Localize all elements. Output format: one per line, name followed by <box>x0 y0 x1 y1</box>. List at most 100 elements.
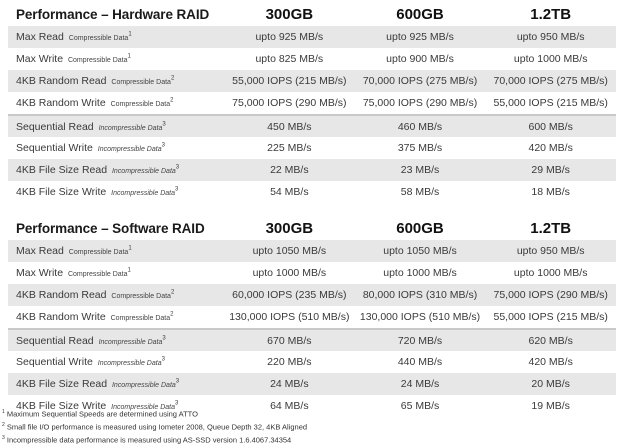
table-row: Sequential Read Incompressible Data3 670… <box>8 328 616 351</box>
column-header-600gb: 600GB <box>396 219 444 237</box>
table-row: Sequential Write Incompressible Data3 22… <box>8 351 616 373</box>
footnote-ref: 3 <box>162 121 166 127</box>
footnote-ref: 1 <box>127 53 131 60</box>
metric-name: 4KB Random Write <box>16 97 106 109</box>
row-label: 4KB Random Write Compressible Data2 <box>8 97 224 109</box>
row-label: 4KB Random Read Compressible Data2 <box>8 289 224 301</box>
footnotes: 1 Maximum Sequential Speeds are determin… <box>2 407 307 446</box>
footnote-ref: 3 <box>161 142 165 149</box>
footnote-ref: 2 <box>170 289 175 296</box>
footnote-ref: 3 <box>175 378 180 385</box>
cell-value: upto 925 MB/s <box>386 31 454 43</box>
metric-name: Sequential Read <box>16 334 94 347</box>
cell-value: 54 MB/s <box>270 186 309 198</box>
cell-value: 29 MB/s <box>531 164 570 176</box>
cell-value: 18 MB/s <box>531 186 570 198</box>
metric-qualifier: Incompressible Data <box>111 190 175 197</box>
cell-value: 23 MB/s <box>400 164 440 176</box>
metric-qualifier: Compressible Data <box>111 79 171 86</box>
cell-value: 420 MB/s <box>528 356 573 368</box>
cell-value: 375 MB/s <box>397 142 443 154</box>
cell-value: 225 MB/s <box>267 142 312 154</box>
metric-name: Max Read <box>16 245 64 257</box>
cell-value: 450 MB/s <box>267 120 312 133</box>
software-raid-table: Performance – Software RAID 300GB 600GB … <box>8 216 616 417</box>
metric-qualifier: Incompressible Data <box>111 168 176 175</box>
cell-value: upto 900 MB/s <box>386 53 454 65</box>
table-row: Max Write Compressible Data1 upto 1000 M… <box>8 262 616 284</box>
cell-value: 20 MB/s <box>531 378 570 390</box>
row-label: 4KB File Size Write Incompressible Data3 <box>8 186 224 198</box>
column-header-300gb: 300GB <box>265 219 314 237</box>
cell-value: 75,000 IOPS (290 MB/s) <box>232 97 347 109</box>
cell-value: upto 1000 MB/s <box>513 53 588 65</box>
cell-value: 55,000 IOPS (215 MB/s) <box>232 75 347 87</box>
footnote-mark: 2 <box>2 422 5 428</box>
row-label: 4KB File Size Read Incompressible Data3 <box>8 164 224 176</box>
footnote-mark: 1 <box>2 409 5 415</box>
row-label: 4KB Random Read Compressible Data2 <box>8 75 224 87</box>
cell-value: 620 MB/s <box>528 334 573 347</box>
metric-qualifier: Compressible Data <box>110 101 171 108</box>
row-label: Max Write Compressible Data1 <box>8 267 224 279</box>
footnote-ref: 1 <box>128 31 132 38</box>
cell-value: 130,000 IOPS (510 MB/s) <box>229 311 350 323</box>
cell-value: upto 1000 MB/s <box>383 267 457 279</box>
cell-value: upto 1050 MB/s <box>383 245 457 257</box>
footnote-ref: 1 <box>128 245 132 252</box>
metric-qualifier: Compressible Data <box>68 249 129 256</box>
table-title: Performance – Hardware RAID <box>16 6 210 22</box>
cell-value: 80,000 IOPS (310 MB/s) <box>362 289 478 301</box>
metric-qualifier: Incompressible Data <box>111 404 175 411</box>
hardware-raid-table: Performance – Hardware RAID 300GB 600GB … <box>8 2 616 203</box>
metric-qualifier: Incompressible Data <box>97 360 162 367</box>
cell-value: 70,000 IOPS (275 MB/s) <box>493 75 608 87</box>
metric-name: Max Read <box>16 31 64 43</box>
cell-value: upto 950 MB/s <box>516 31 585 43</box>
column-header-1-2tb: 1.2TB <box>530 219 572 237</box>
row-label: Max Read Compressible Data1 <box>8 245 224 257</box>
cell-value: 60,000 IOPS (235 MB/s) <box>232 289 347 301</box>
metric-name: Sequential Write <box>16 142 93 154</box>
table-row: 4KB File Size Read Incompressible Data3 … <box>8 373 616 395</box>
cell-value: 130,000 IOPS (510 MB/s) <box>359 311 481 323</box>
row-label: Max Write Compressible Data1 <box>8 53 224 65</box>
column-header-1-2tb: 1.2TB <box>530 5 572 23</box>
table-header: Performance – Software RAID 300GB 600GB … <box>8 216 616 240</box>
metric-name: 4KB Random Read <box>16 289 107 301</box>
footnote-2: 2 Small file I/O performance is measured… <box>2 420 307 433</box>
footnote-ref: 1 <box>127 267 131 274</box>
table-row: Max Read Compressible Data1 upto 925 MB/… <box>8 26 616 48</box>
footnote-ref: 3 <box>174 400 179 407</box>
row-label: Max Read Compressible Data1 <box>8 31 224 43</box>
metric-name: 4KB Random Write <box>16 311 106 323</box>
metric-qualifier: Compressible Data <box>68 35 129 42</box>
cell-value: 600 MB/s <box>528 120 573 133</box>
table-header: Performance – Hardware RAID 300GB 600GB … <box>8 2 616 26</box>
row-label: 4KB File Size Read Incompressible Data3 <box>8 378 224 390</box>
cell-value: 75,000 IOPS (290 MB/s) <box>362 97 478 109</box>
table-row: 4KB Random Write Compressible Data2 130,… <box>8 306 616 328</box>
footnote-text: Incompressible data performance is measu… <box>6 435 292 445</box>
cell-value: upto 1000 MB/s <box>513 267 588 279</box>
metric-name: Max Write <box>16 53 64 65</box>
cell-value: upto 825 MB/s <box>255 53 324 65</box>
cell-value: upto 1050 MB/s <box>252 245 327 257</box>
cell-value: 720 MB/s <box>397 334 443 347</box>
table-row: Max Read Compressible Data1 upto 1050 MB… <box>8 240 616 262</box>
row-label: Sequential Read Incompressible Data3 <box>8 121 224 133</box>
footnote-ref: 3 <box>174 186 179 193</box>
metric-name: Sequential Read <box>16 120 94 133</box>
footnote-ref: 3 <box>161 356 165 363</box>
cell-value: upto 1000 MB/s <box>252 267 327 279</box>
metric-qualifier: Compressible Data <box>111 293 171 300</box>
column-header-300gb: 300GB <box>265 5 314 23</box>
cell-value: 65 MB/s <box>400 400 440 412</box>
cell-value: upto 950 MB/s <box>516 245 585 257</box>
table-row: 4KB Random Read Compressible Data2 55,00… <box>8 70 616 92</box>
row-label: Sequential Read Incompressible Data3 <box>8 335 224 347</box>
cell-value: 22 MB/s <box>270 164 309 176</box>
cell-value: 64 MB/s <box>270 400 309 412</box>
metric-qualifier: Incompressible Data <box>98 338 163 346</box>
cell-value: 670 MB/s <box>267 334 312 347</box>
